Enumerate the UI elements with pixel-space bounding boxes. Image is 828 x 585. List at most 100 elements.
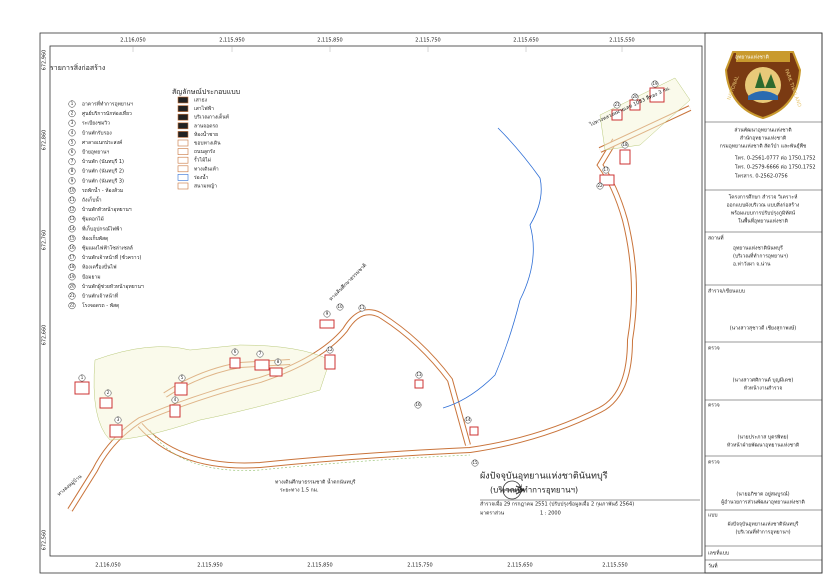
map-marker-label: 20 bbox=[632, 94, 638, 99]
drafter: (นางสาวสุชาวดี เชียงสุกาพงษ์) bbox=[730, 325, 797, 332]
map-marker-label: 16 bbox=[415, 402, 421, 407]
check-role: หัวหน้าฝ่ายพัฒนาอุทยานแห่งชาติ bbox=[727, 442, 799, 449]
symbol-label: ทางเดินเท้า bbox=[194, 165, 219, 172]
survey-note: สำรวจเมื่อ 29 กรกฎาคม 2551 (ปรับปรุงข้อม… bbox=[480, 501, 634, 508]
check-name: (นายอภิชาต อยู่สมบูรณ์) bbox=[736, 491, 789, 498]
map-marker bbox=[414, 401, 422, 409]
map-marker-label: 2 bbox=[107, 390, 110, 395]
map-marker bbox=[602, 166, 610, 174]
coord-label: 2,115,650 bbox=[513, 38, 538, 44]
legend-marker bbox=[68, 110, 76, 118]
map-marker bbox=[336, 303, 344, 311]
legend-label: ระเบียงชมวิว bbox=[82, 120, 110, 127]
legend-label: ซุ้มแผงไฟฟ้าโซล่าเซลล์ bbox=[82, 245, 133, 252]
legend-marker bbox=[68, 186, 76, 194]
map-marker-label: 18 bbox=[622, 142, 628, 147]
legend-number: 21 bbox=[69, 293, 75, 298]
place-line: อุทยานแห่งชาตินันทบุรี bbox=[733, 245, 783, 252]
symbol-label: ขอบทางเดิน bbox=[194, 140, 221, 147]
map-marker-label: 15 bbox=[472, 460, 478, 465]
legend-label: บ้านพัก (นันทบุรี 3) bbox=[82, 177, 124, 184]
legend-label: รถพักน้ำ - ห้องส้วม bbox=[82, 185, 123, 194]
map-marker-label: 17 bbox=[603, 167, 609, 172]
legend-marker bbox=[68, 129, 76, 137]
legend-label: ป้อมยาม bbox=[82, 273, 101, 280]
map-marker-label: 7 bbox=[259, 351, 262, 356]
legend-number: 3 bbox=[71, 120, 74, 125]
map-marker-label: 19 bbox=[652, 81, 658, 86]
coord-label: 2,115,850 bbox=[317, 38, 342, 44]
map-marker-label: 1 bbox=[81, 375, 84, 380]
coord-label: 2,115,550 bbox=[602, 563, 627, 569]
map-marker-label: 10 bbox=[337, 304, 343, 309]
symbol-label: รั้วไม้ไผ่ bbox=[194, 155, 211, 164]
legend-marker bbox=[68, 273, 76, 281]
symbol-label: ถนนลูกรัง bbox=[194, 149, 216, 155]
legend-marker bbox=[68, 177, 76, 185]
legend-label: บ้านพัก (นันทบุรี 1) bbox=[82, 158, 124, 165]
legend-marker bbox=[68, 158, 76, 166]
coord-label: 672,960 bbox=[42, 50, 48, 71]
map-marker bbox=[621, 141, 629, 149]
map-marker bbox=[326, 346, 334, 354]
legend-label: บ้านพักเจ้าหน้าที่ (ชั่วคราว) bbox=[82, 254, 141, 261]
map-marker-label: 3 bbox=[117, 417, 120, 422]
map-marker bbox=[171, 396, 179, 404]
coord-label: 672,560 bbox=[42, 530, 48, 551]
symbol-label: เสาธง bbox=[194, 98, 208, 104]
map-marker-label: 8 bbox=[277, 359, 280, 364]
north-arrow bbox=[500, 480, 526, 500]
annotation: ระยะทาง 1.5 กม. bbox=[280, 488, 319, 494]
org-name: สำนักอุทยานแห่งชาติ bbox=[740, 135, 786, 142]
legend-number: 5 bbox=[71, 139, 74, 144]
legend-marker bbox=[68, 196, 76, 204]
check-label: ตรวจ bbox=[708, 460, 720, 466]
org-name: กรมอุทยานแห่งชาติ สัตว์ป่า และพันธุ์พืช bbox=[720, 143, 807, 150]
map-marker bbox=[631, 93, 639, 101]
legend-label: ศูนย์บริการนักท่องเที่ยว bbox=[82, 110, 132, 117]
map-subtitle: (บริเวณที่ทำการอุทยานฯ) bbox=[490, 484, 578, 495]
check-label: ตรวจ bbox=[708, 403, 720, 409]
map-marker bbox=[274, 358, 282, 366]
buildings bbox=[74, 87, 665, 438]
legend-marker bbox=[68, 244, 76, 252]
plan-line: (บริเวณที่ทำการอุทยานฯ) bbox=[735, 529, 790, 536]
symbol-icon bbox=[177, 131, 189, 138]
plan-label: แบบ bbox=[708, 513, 718, 519]
symbol-icon bbox=[177, 148, 189, 155]
legend-number: 22 bbox=[69, 303, 75, 308]
coord-label: 2,115,850 bbox=[307, 563, 332, 569]
legend-label: อาคารที่ทำการอุทยานฯ bbox=[82, 101, 133, 108]
coord-label: 2,115,950 bbox=[197, 563, 222, 569]
map-marker bbox=[114, 416, 122, 424]
map-marker bbox=[178, 374, 186, 382]
map-marker-label: 21 bbox=[614, 102, 620, 107]
map-marker bbox=[613, 101, 621, 109]
legend-label: ถังเก็บน้ำ bbox=[82, 195, 102, 204]
legend-label: ที่เก็บอุปกรณ์ไฟฟ้า bbox=[82, 224, 122, 232]
map-marker bbox=[415, 371, 423, 379]
legend-marker bbox=[68, 100, 76, 108]
map-marker-label: 5 bbox=[181, 375, 184, 380]
legend-marker bbox=[68, 282, 76, 290]
symbol-icon bbox=[177, 96, 189, 104]
symbol-label: ห้องน้ำชาย bbox=[194, 129, 218, 138]
legend-number: 11 bbox=[69, 197, 75, 202]
coord-label: 672,660 bbox=[42, 325, 48, 346]
map-marker-label: 14 bbox=[465, 417, 471, 422]
project-line: ในพื้นที่อุทยานแห่งชาติ bbox=[738, 216, 788, 225]
symbol-label: ร่องน้ำ bbox=[194, 172, 209, 181]
map-marker bbox=[651, 80, 659, 88]
legend-number: 9 bbox=[71, 178, 74, 183]
map-marker-label: 4 bbox=[174, 397, 177, 402]
legend-number: 4 bbox=[71, 130, 74, 135]
symbol-icon bbox=[177, 156, 189, 164]
legend-marker bbox=[68, 138, 76, 146]
symbol-icon bbox=[177, 113, 189, 121]
sheet-label: เลขที่แบบ bbox=[708, 550, 729, 557]
coord-label: 2,116,050 bbox=[95, 563, 120, 569]
check-name: (นายประภาส บุตรพิทย) bbox=[738, 434, 789, 441]
map-marker bbox=[596, 182, 604, 190]
map-title: ผังปัจจุบันอุทยานแห่งชาตินันทบุรี bbox=[480, 471, 608, 482]
legend-label: โรงจอดรถ - พัสดุ bbox=[82, 302, 119, 309]
